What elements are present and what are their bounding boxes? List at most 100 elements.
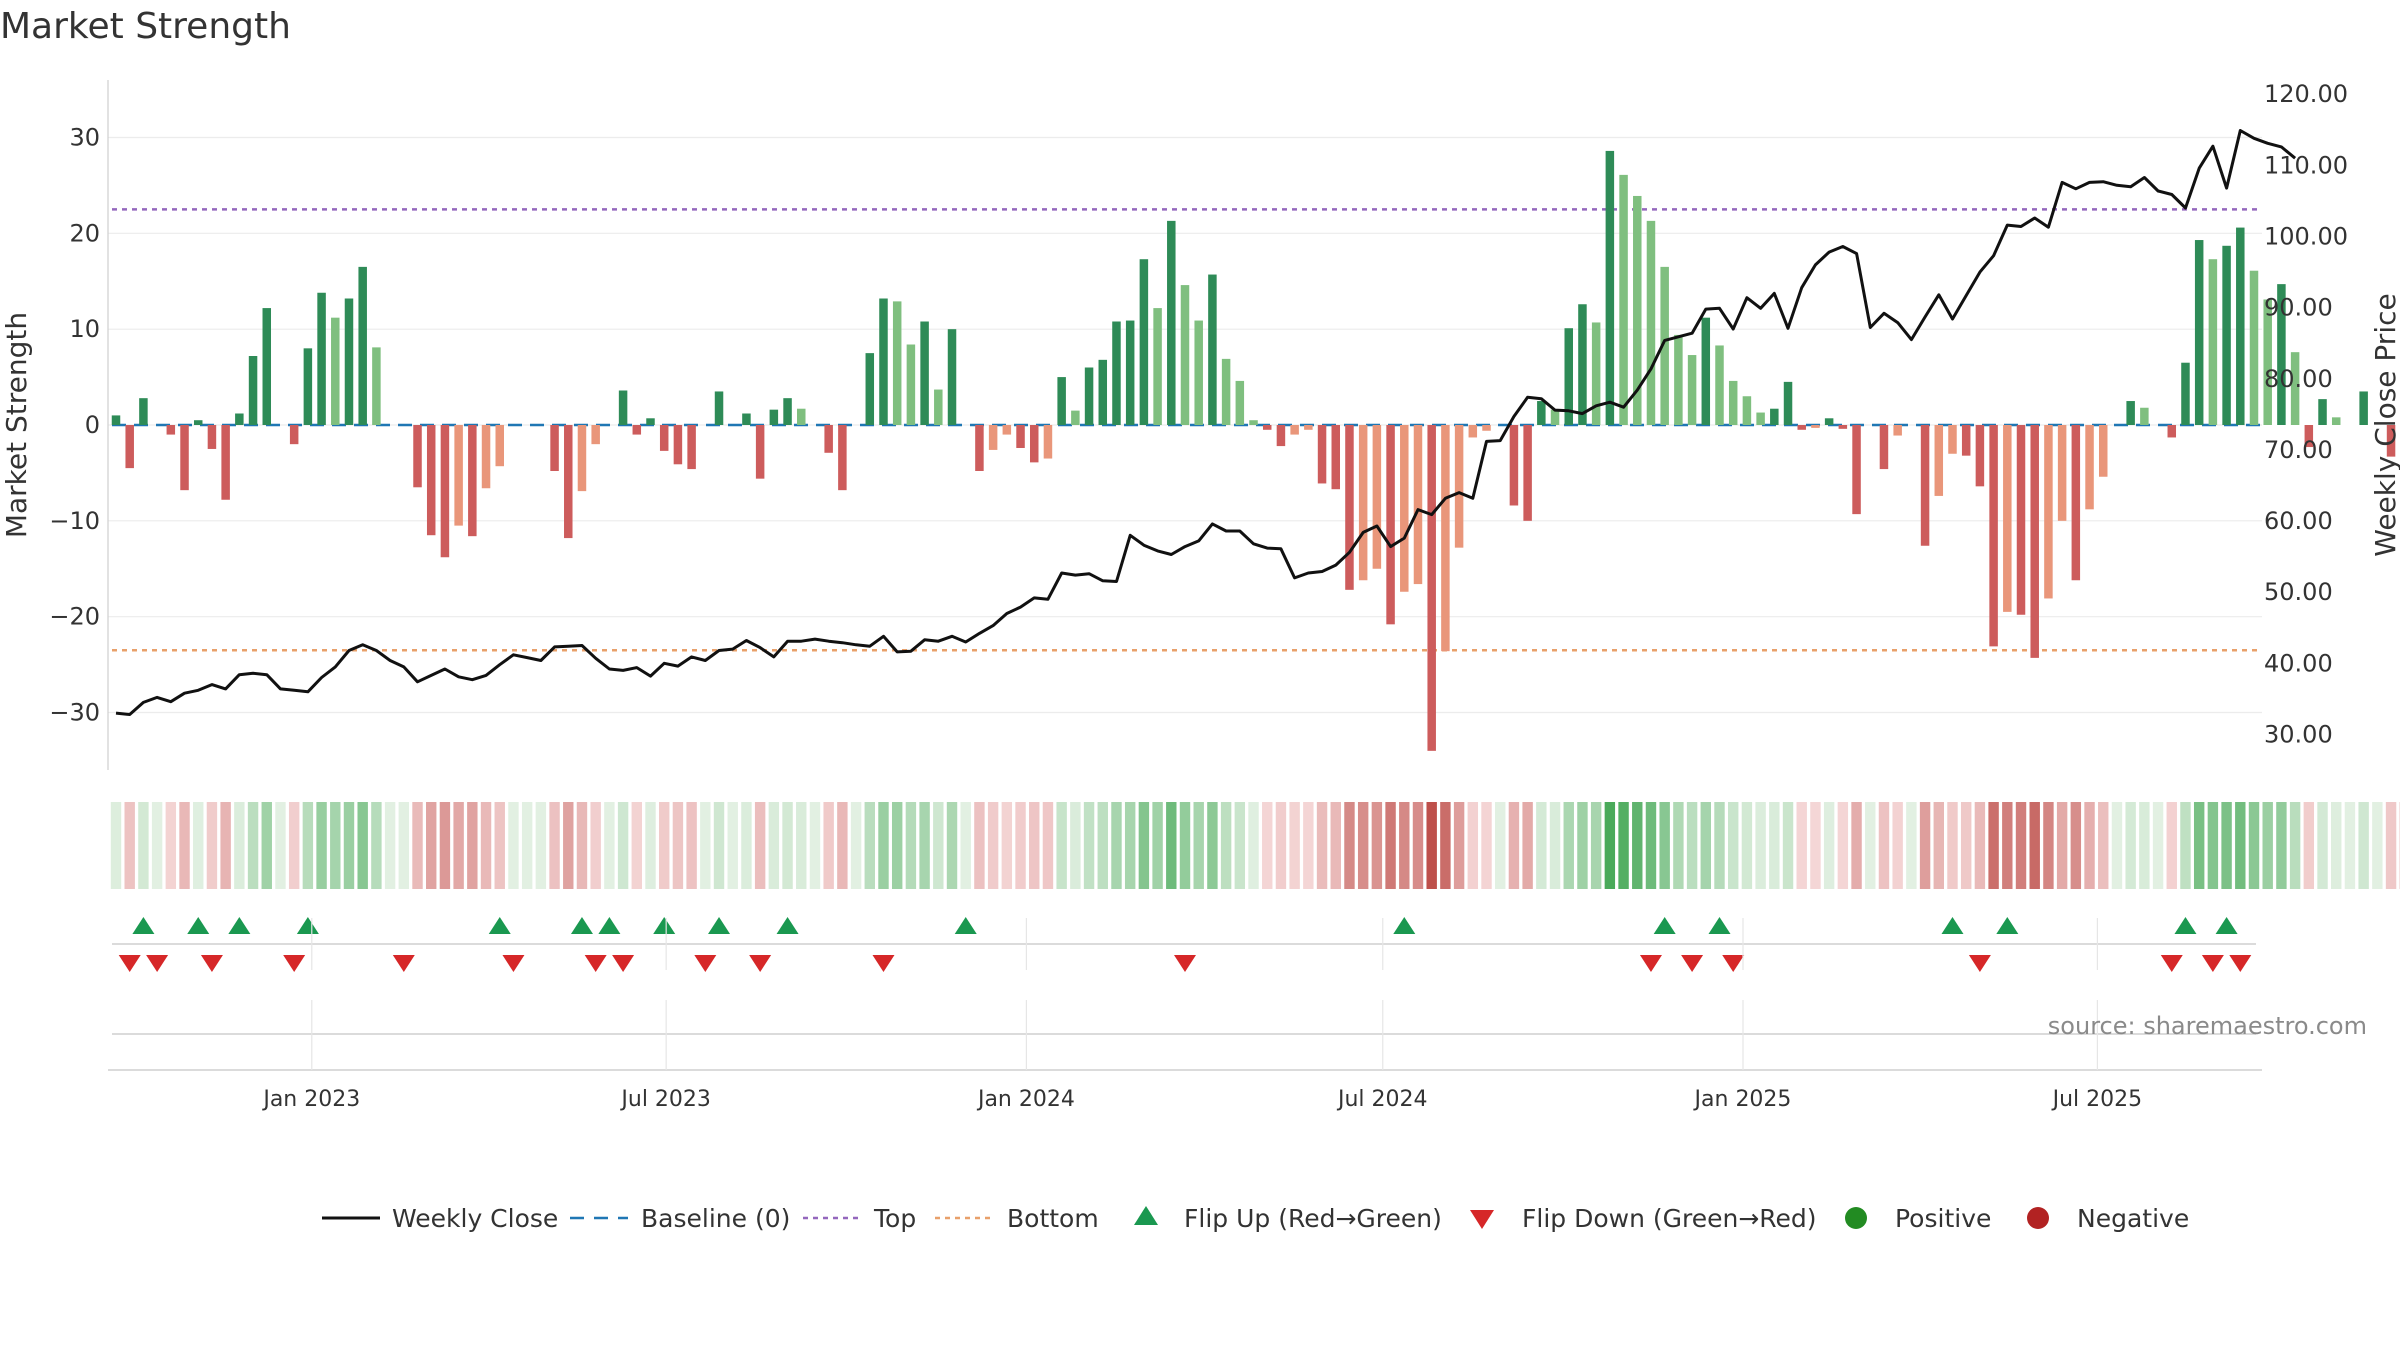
strength-bar [892,301,902,425]
heat-cell [1796,802,1807,889]
strength-bar [1509,425,1519,506]
strength-bar [2098,425,2108,477]
strength-bar [769,409,779,425]
flip-up-marker [132,917,155,934]
heat-cell [837,802,848,889]
flip-up-marker [708,917,731,934]
strength-bar [879,298,888,425]
strength-bar [1687,355,1697,425]
flip-up-marker [187,917,210,934]
strength-bar [1084,367,1094,425]
heat-cell [261,802,272,889]
strength-bar [1482,425,1491,431]
heat-cell [919,802,930,889]
heat-cell [1385,802,1396,889]
heat-cell [1330,802,1341,889]
strength-bar [783,398,792,425]
flip-down-marker [392,955,415,972]
heat-cell [494,802,505,889]
heat-cell [2098,802,2109,889]
y-right-tick-label: 100.00 [2264,222,2348,250]
heat-cell [1070,802,1081,889]
heat-cell [2084,802,2095,889]
heat-cell [1536,802,1547,889]
heat-cell [1508,802,1520,889]
heat-cell [1316,802,1328,889]
strength-bar [1578,304,1587,425]
weekly-close-line [115,129,2297,716]
strength-bar [1715,345,1724,425]
date-axis: Jan 2023 Jul 2023 Jan 2024 Jul 2024 Jan 2025… [108,918,2262,1112]
heat-cell [1960,802,1972,889]
y-right-tick-label: 70.00 [2264,436,2333,464]
strength-bar [2304,425,2314,448]
strength-bar [2140,407,2149,425]
strength-bar [125,425,134,469]
strength-bar [1961,425,1971,456]
flip-up-marker [1941,917,1964,934]
strength-bar [2194,240,2204,425]
flip-down-marker [502,955,525,972]
heat-cell [1947,802,1958,889]
strength-bar [1304,425,1313,430]
heat-cell [713,802,725,889]
strength-bar [1043,425,1053,459]
heat-cell [1673,802,1684,889]
strength-bar [235,413,244,425]
strength-bar [1742,396,1752,425]
heat-cell [1015,802,1026,889]
strength-bar [2208,259,2218,425]
flip-up-marker [1708,917,1731,934]
flip-up-marker [1996,917,2019,934]
strength-bar [1468,425,1478,438]
heat-cell [1823,802,1835,889]
heat-cell [1522,802,1533,889]
strength-bar [2167,425,2177,438]
strength-bar [372,347,381,425]
strength-bar [1002,425,1012,435]
strength-bar [1454,425,1464,548]
heat-cell [439,802,451,889]
strength-bar [481,425,491,489]
heat-cell [1782,802,1794,889]
heat-cell [2303,802,2315,889]
strength-bar [618,390,628,425]
heat-cell [1700,802,1712,889]
strength-bar [440,425,450,558]
heat-cell [686,802,697,889]
strength-bar [1441,425,1450,652]
legend-swatch-flip-down [1470,1210,1494,1229]
heat-cell [850,802,862,889]
legend-swatch-flip-up [1134,1206,1158,1225]
strength-bars [111,150,2396,751]
heat-cell [1467,802,1479,889]
strength-bar [2181,362,2190,425]
flip-up-marker [653,917,676,934]
heat-cell [1686,802,1698,889]
heat-cell [2152,802,2164,889]
heat-cell [700,802,711,889]
chart-title: Market Strength [0,6,291,47]
heat-cell [2276,802,2287,889]
heat-cell [193,802,204,889]
heat-cell [1275,802,1287,889]
heat-cell [1029,802,1040,889]
heat-cell [768,802,780,889]
heat-cell [604,802,615,889]
strength-bar [495,425,504,467]
heat-cell [1152,802,1163,889]
flip-markers [118,917,2252,972]
legend-label: Baseline (0) [641,1204,790,1233]
heat-cell [179,802,190,889]
heat-cell [1495,802,1506,889]
strength-bar [454,425,463,526]
heat-cell [165,802,177,889]
legend-swatch-positive [1845,1207,1867,1229]
strength-bar [1633,195,1642,425]
strength-bar [2030,425,2039,658]
strength-bar [2126,401,2135,425]
strength-bar [358,266,367,425]
heat-cell [1083,802,1095,889]
heat-cell [1769,802,1780,889]
